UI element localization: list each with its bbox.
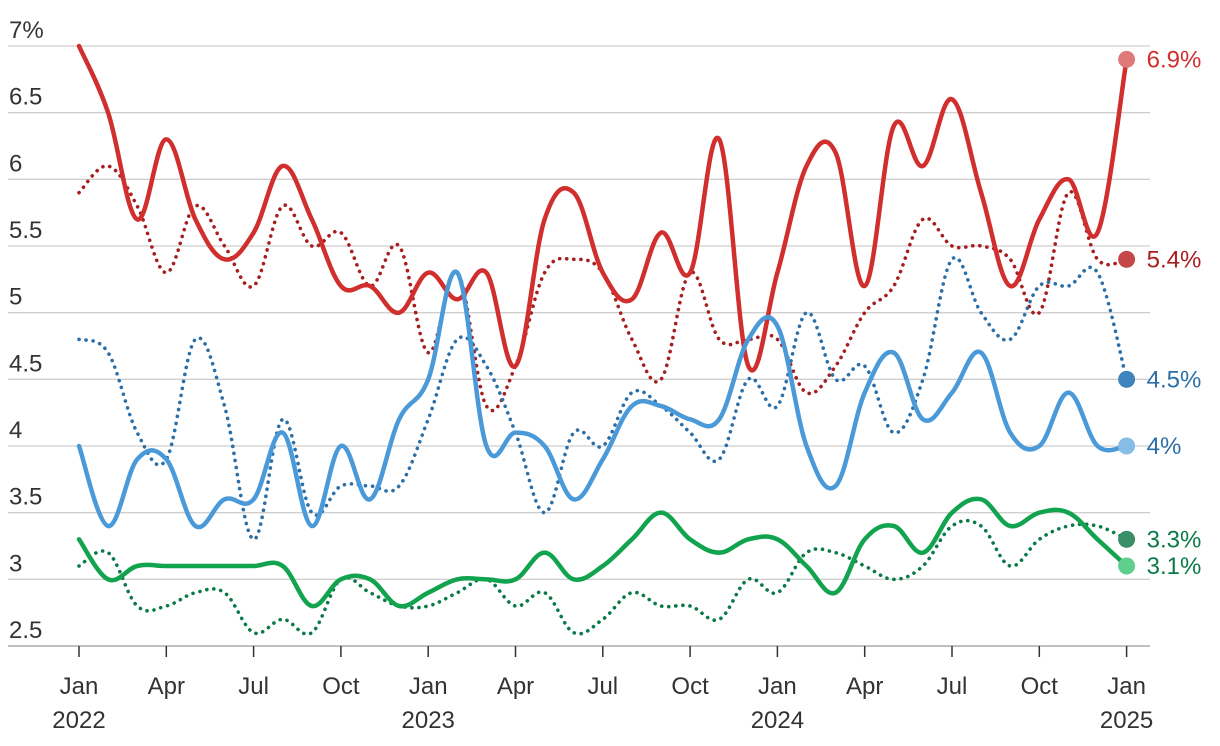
x-tick-label: Jan	[1107, 673, 1146, 700]
x-axis: Jan 2022 Apr Jul Oct Jan 2023 Apr Jul Oct Jan 2024 A…	[52, 646, 1153, 734]
end-label-3: 4%	[1147, 433, 1182, 460]
end-label-1: 5.4%	[1147, 246, 1202, 273]
x-tick-label: Oct	[1021, 673, 1059, 700]
y-tick-label: 4.5	[9, 350, 42, 377]
x-year-label: 2025	[1100, 707, 1153, 734]
y-tick-label: 3.5	[9, 484, 42, 511]
x-year-label: 2023	[402, 707, 455, 734]
end-label-2: 4.5%	[1147, 366, 1202, 393]
x-tick-label: Apr	[497, 673, 534, 700]
end-marker-1	[1118, 250, 1136, 268]
end-marker-4	[1118, 530, 1136, 548]
y-tick-label: 5.5	[9, 217, 42, 244]
y-axis-labels: 7% 6.5 6 5.5 5 4.5 4 3.5 3 2.5	[9, 17, 44, 644]
series-line-3	[76, 269, 1129, 530]
series-line-1	[77, 164, 1129, 413]
x-tick-label: Jan	[60, 673, 99, 700]
series-line-0	[76, 43, 1129, 373]
y-tick-label: 5	[9, 284, 22, 311]
gridlines	[8, 45, 1150, 647]
end-label-0: 6.9%	[1147, 46, 1202, 73]
x-tick-label: Jan	[758, 673, 797, 700]
x-tick-label: Jul	[587, 673, 618, 700]
y-tick-label: 6.5	[9, 84, 42, 111]
x-year-label: 2022	[52, 707, 105, 734]
x-tick-label: Apr	[148, 673, 185, 700]
end-label-5: 3.1%	[1147, 553, 1202, 580]
series-line-5	[76, 496, 1129, 609]
series-line-2	[77, 255, 1129, 542]
series-line-4	[77, 518, 1129, 636]
x-tick-label: Jan	[409, 673, 448, 700]
end-label-4: 3.3%	[1147, 526, 1202, 553]
series-lines	[76, 43, 1129, 636]
x-tick-label: Oct	[671, 673, 709, 700]
end-marker-2	[1118, 370, 1136, 388]
end-marker-5	[1118, 557, 1136, 575]
y-tick-label: 7%	[9, 17, 44, 44]
x-tick-label: Apr	[846, 673, 883, 700]
y-tick-label: 2.5	[9, 617, 42, 644]
y-tick-label: 6	[9, 150, 22, 177]
x-year-label: 2024	[751, 707, 804, 734]
end-labels: 6.9% 5.4% 4.5% 4% 3.3%3.1%	[1118, 46, 1201, 580]
end-marker-0	[1118, 50, 1136, 68]
x-tick-label: Oct	[322, 673, 360, 700]
x-tick-label: Jul	[238, 673, 269, 700]
y-tick-label: 3	[9, 550, 22, 577]
end-marker-3	[1118, 437, 1136, 455]
x-tick-label: Jul	[937, 673, 968, 700]
y-tick-label: 4	[9, 417, 22, 444]
